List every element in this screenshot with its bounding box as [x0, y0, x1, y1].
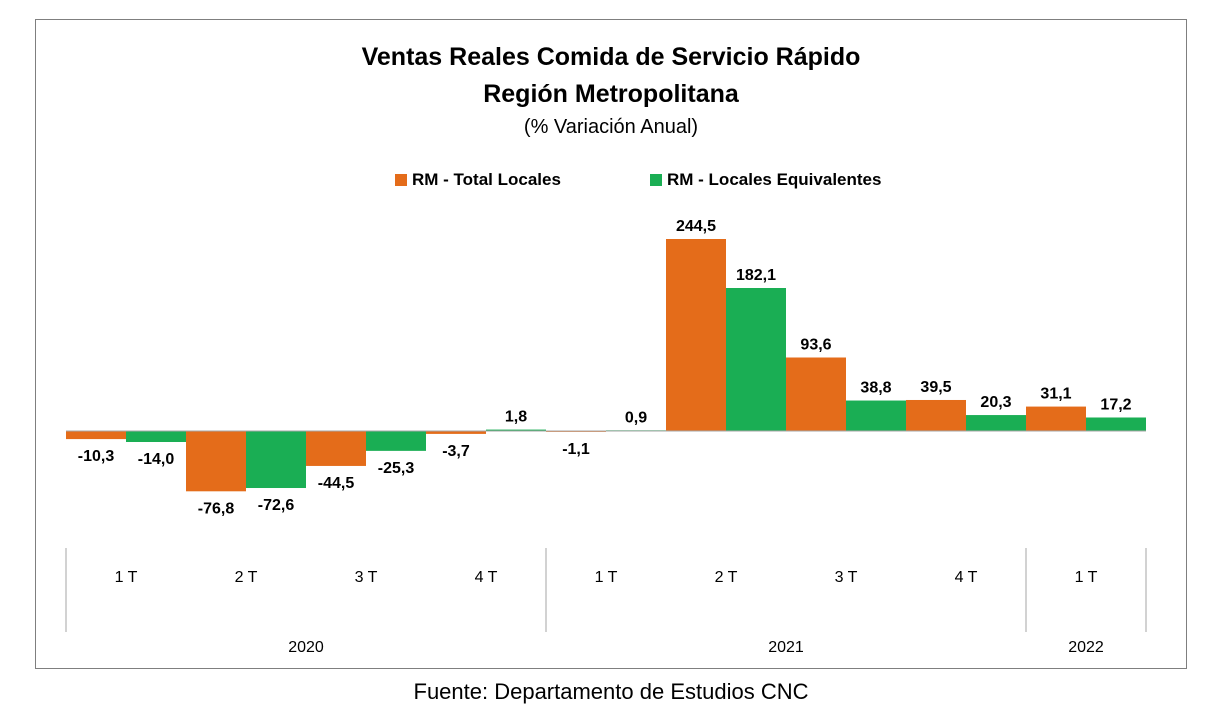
- data-label-equivalentes-0: -14,0: [138, 451, 175, 468]
- x-tick-label-4: 1 T: [595, 569, 618, 586]
- data-label-equivalentes-5: 182,1: [736, 267, 776, 284]
- chart-title-line2: Región Metropolitana: [483, 80, 739, 108]
- bar-equivalentes-0: [126, 431, 186, 442]
- x-tick-label-1: 2 T: [235, 569, 258, 586]
- chart-frame: [35, 19, 1187, 669]
- legend-label-locales-equivalentes: RM - Locales Equivalentes: [667, 170, 882, 189]
- data-label-equivalentes-4: 0,9: [625, 409, 647, 426]
- x-tick-label-6: 3 T: [835, 569, 858, 586]
- data-label-equivalentes-3: 1,8: [505, 409, 527, 426]
- bar-total-8: [1026, 406, 1086, 431]
- bar-equivalentes-2: [366, 431, 426, 451]
- data-label-total-5: 244,5: [676, 218, 716, 235]
- data-label-equivalentes-7: 20,3: [980, 394, 1011, 411]
- x-tick-label-5: 2 T: [715, 569, 738, 586]
- data-label-equivalentes-2: -25,3: [378, 460, 415, 477]
- legend-label-total-locales: RM - Total Locales: [412, 170, 561, 189]
- data-label-total-1: -76,8: [198, 500, 235, 517]
- data-label-equivalentes-1: -72,6: [258, 497, 295, 514]
- data-label-equivalentes-6: 38,8: [860, 380, 891, 397]
- x-tick-label-7: 4 T: [955, 569, 978, 586]
- data-label-total-2: -44,5: [318, 475, 355, 492]
- x-tick-label-3: 4 T: [475, 569, 498, 586]
- bar-total-0: [66, 431, 126, 440]
- bar-equivalentes-3: [486, 429, 546, 431]
- legend-item-total-locales: RM - Total Locales: [395, 170, 561, 190]
- chart-title: Ventas Reales Comida de Servicio Rápido: [361, 43, 861, 71]
- x-tick-label-2: 3 T: [355, 569, 378, 586]
- bar-equivalentes-5: [726, 288, 786, 431]
- x-group-label-1: 2021: [768, 639, 804, 656]
- data-label-equivalentes-8: 17,2: [1100, 396, 1131, 413]
- bar-equivalentes-8: [1086, 417, 1146, 431]
- bar-total-1: [186, 431, 246, 492]
- bar-equivalentes-1: [246, 431, 306, 489]
- source-note: Fuente: Departamento de Estudios CNC: [413, 679, 809, 704]
- bar-total-5: [666, 239, 726, 431]
- bar-total-3: [426, 431, 486, 434]
- x-group-label-2: 2022: [1068, 639, 1104, 656]
- bar-total-6: [786, 357, 846, 431]
- legend-item-locales-equivalentes: RM - Locales Equivalentes: [650, 170, 881, 190]
- x-group-label-0: 2020: [288, 639, 324, 656]
- data-label-total-0: -10,3: [78, 448, 115, 465]
- x-tick-label-0: 1 T: [115, 569, 138, 586]
- data-label-total-4: -1,1: [562, 441, 590, 458]
- data-label-total-3: -3,7: [442, 443, 470, 460]
- chart-subtitle: (% Variación Anual): [523, 116, 699, 138]
- data-label-total-6: 93,6: [800, 336, 831, 353]
- x-tick-label-8: 1 T: [1075, 569, 1098, 586]
- legend: RM - Total Locales RM - Locales Equivale…: [0, 170, 1222, 194]
- bar-total-2: [306, 431, 366, 466]
- legend-swatch-total-locales: [395, 174, 407, 186]
- bar-equivalentes-6: [846, 400, 906, 431]
- data-label-total-7: 39,5: [920, 379, 951, 396]
- bar-total-7: [906, 399, 966, 431]
- bar-equivalentes-7: [966, 415, 1026, 431]
- data-label-total-8: 31,1: [1040, 386, 1071, 403]
- legend-swatch-locales-equivalentes: [650, 174, 662, 186]
